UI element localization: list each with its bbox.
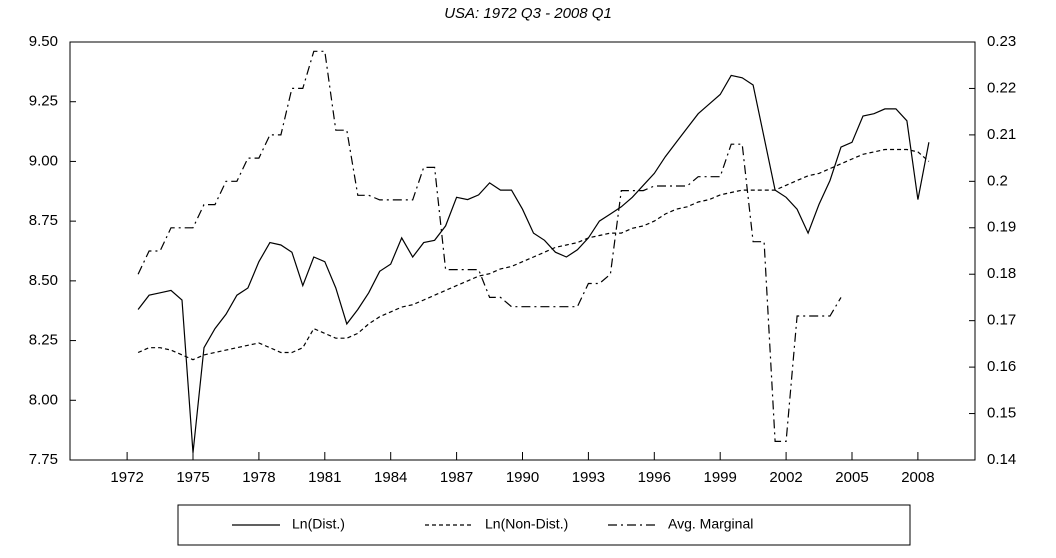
y2-tick-label: 0.22	[987, 79, 1016, 96]
y-tick-label: 8.25	[29, 332, 58, 349]
legend-box	[177, 504, 911, 546]
x-tick-label: 2008	[901, 469, 934, 486]
y-tick-label: 7.75	[29, 451, 58, 468]
y2-tick-label: 0.2	[987, 172, 1008, 189]
y-tick-label: 9.25	[29, 93, 58, 110]
y2-tick-label: 0.14	[987, 451, 1016, 468]
x-tick-label: 1993	[572, 469, 605, 486]
y-tick-label: 9.00	[29, 152, 58, 169]
y2-tick-label: 0.21	[987, 126, 1016, 143]
plot-frame	[69, 41, 976, 461]
x-tick-label: 1990	[506, 469, 539, 486]
x-tick-label: 1987	[440, 469, 473, 486]
chart-title: USA: 1972 Q3 - 2008 Q1	[444, 5, 612, 22]
x-tick-label: 1981	[308, 469, 341, 486]
y2-tick-label: 0.23	[987, 33, 1016, 50]
x-tick-label: 1996	[638, 469, 671, 486]
x-tick-label: 1978	[242, 469, 275, 486]
x-tick-label: 1984	[374, 469, 407, 486]
x-tick-label: 2002	[769, 469, 802, 486]
y2-tick-label: 0.18	[987, 265, 1016, 282]
series-line	[137, 74, 930, 453]
legend-label: Ln(Dist.)	[292, 516, 345, 532]
legend-label: Ln(Non-Dist.)	[485, 516, 568, 532]
series-line	[137, 50, 842, 442]
y2-tick-label: 0.16	[987, 358, 1016, 375]
y2-tick-label: 0.15	[987, 405, 1016, 422]
y-tick-label: 8.50	[29, 272, 58, 289]
x-tick-label: 1975	[176, 469, 209, 486]
y-tick-label: 9.50	[29, 33, 58, 50]
y2-tick-label: 0.19	[987, 219, 1016, 236]
y-tick-label: 8.75	[29, 212, 58, 229]
x-tick-label: 2005	[835, 469, 868, 486]
legend-label: Avg. Marginal	[668, 516, 753, 532]
x-tick-label: 1999	[704, 469, 737, 486]
y-tick-label: 8.00	[29, 391, 58, 408]
series-line	[137, 148, 930, 361]
y2-tick-label: 0.17	[987, 312, 1016, 329]
x-tick-label: 1972	[110, 469, 143, 486]
